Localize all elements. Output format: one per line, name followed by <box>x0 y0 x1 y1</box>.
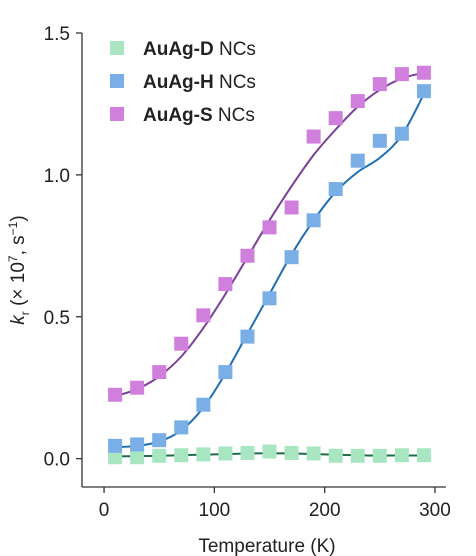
data-point-auag-s <box>108 387 123 402</box>
legend-swatch-auag-h <box>110 74 124 88</box>
data-point-auag-d <box>394 448 409 463</box>
data-point-auag-s <box>174 336 189 351</box>
data-point-auag-h <box>174 420 189 435</box>
data-point-auag-d <box>262 444 277 459</box>
data-point-auag-s <box>196 308 211 323</box>
legend-swatch-auag-s <box>110 107 124 121</box>
data-point-auag-s <box>328 111 343 126</box>
legend-label-bold: AuAg-S <box>143 105 213 126</box>
data-point-auag-d <box>416 448 431 463</box>
data-point-auag-s <box>350 94 365 109</box>
x-tick-label: 200 <box>309 500 341 521</box>
data-point-auag-h <box>372 133 387 148</box>
y-axis-label-sup1: 7 <box>6 255 20 262</box>
legend-label-rest: NCs <box>214 72 256 93</box>
data-point-auag-d <box>152 448 167 463</box>
data-point-auag-h <box>218 365 233 380</box>
data-point-auag-s <box>306 129 321 144</box>
x-tick-label: 0 <box>99 500 110 521</box>
data-point-auag-h <box>262 291 277 306</box>
data-point-auag-h <box>416 84 431 99</box>
data-point-auag-d <box>174 448 189 463</box>
data-point-auag-h <box>152 433 167 448</box>
data-point-auag-s <box>372 77 387 92</box>
data-point-auag-s <box>284 200 299 215</box>
data-point-auag-d <box>108 450 123 465</box>
data-point-auag-h <box>108 438 123 453</box>
legend-label-auag-h: AuAg-H NCs <box>143 72 256 93</box>
x-axis-label: Temperature (K) <box>198 536 335 556</box>
y-axis-label-sub: r <box>18 311 32 315</box>
y-axis-label-sup2: −1 <box>6 221 20 235</box>
data-point-auag-h <box>394 126 409 141</box>
data-point-auag-d <box>130 450 145 465</box>
axes <box>81 33 446 488</box>
y-axis-label-rest3: ) <box>8 215 29 221</box>
x-tick-label: 300 <box>419 500 451 521</box>
data-point-auag-h <box>306 213 321 228</box>
data-point-auag-h <box>196 397 211 412</box>
data-point-auag-d <box>306 446 321 461</box>
data-point-auag-s <box>152 365 167 380</box>
legend-label-rest: NCs <box>213 105 255 126</box>
data-point-auag-s <box>394 67 409 82</box>
y-axis-label-k: k <box>8 314 29 325</box>
data-point-auag-h <box>240 329 255 344</box>
data-point-auag-h <box>350 153 365 168</box>
x-ticks: 0 100 200 300 <box>99 487 451 521</box>
data-point-auag-d <box>328 448 343 463</box>
y-ticks: 0.0 0.5 1.0 1.5 <box>44 24 82 471</box>
data-point-auag-d <box>284 445 299 460</box>
y-tick-label: 1.0 <box>44 166 70 187</box>
data-point-auag-d <box>196 447 211 462</box>
fit-lines <box>114 71 425 458</box>
data-point-auag-s <box>416 65 431 80</box>
data-point-auag-d <box>372 448 387 463</box>
x-tick-label: 100 <box>199 500 231 521</box>
legend-label-bold: AuAg-D <box>143 39 214 60</box>
data-point-auag-h <box>130 437 145 452</box>
data-point-auag-d <box>350 448 365 463</box>
data-point-auag-h <box>284 250 299 265</box>
legend-label-bold: AuAg-H <box>143 72 214 93</box>
legend-swatch-auag-d <box>110 41 124 55</box>
data-point-auag-d <box>218 446 233 461</box>
y-tick-label: 1.5 <box>44 24 70 45</box>
data-point-auag-d <box>240 445 255 460</box>
y-axis-label-rest1: (× 10 <box>8 262 29 311</box>
data-point-auag-s <box>130 380 145 395</box>
markers <box>108 65 431 465</box>
data-point-auag-h <box>328 182 343 197</box>
y-axis-label: kr (× 107, s−1) <box>6 215 32 324</box>
data-point-auag-s <box>218 277 233 292</box>
y-tick-label: 0.0 <box>44 450 70 471</box>
data-point-auag-s <box>240 248 255 263</box>
legend-label-auag-s: AuAg-S NCs <box>143 105 255 126</box>
y-tick-label: 0.5 <box>44 308 70 329</box>
y-axis-label-rest2: , s <box>8 235 29 255</box>
legend-label-rest: NCs <box>214 39 256 60</box>
legend-label-auag-d: AuAg-D NCs <box>143 39 256 60</box>
data-point-auag-s <box>262 220 277 235</box>
